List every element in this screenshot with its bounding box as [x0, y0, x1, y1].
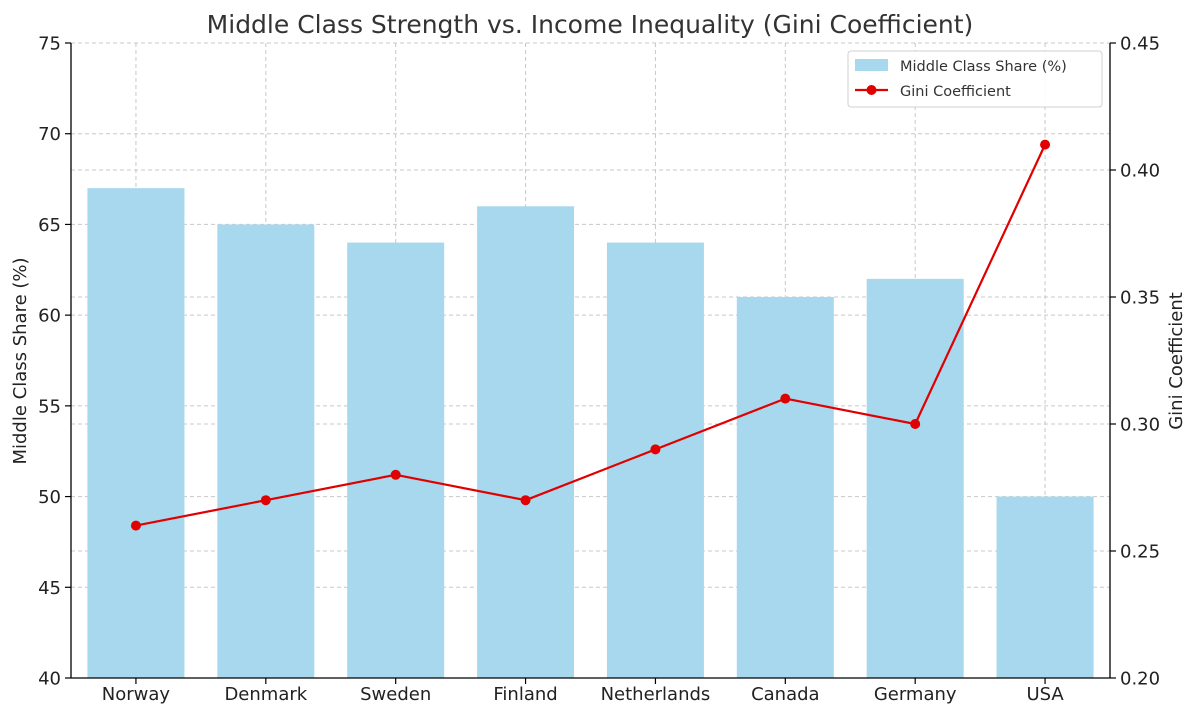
left-tick-label-70: 70: [38, 124, 61, 145]
chart-title: Middle Class Strength vs. Income Inequal…: [207, 10, 974, 39]
left-tick-label-60: 60: [38, 306, 61, 327]
gini-point-germany: [910, 419, 921, 429]
x-tick-label-germany: Germany: [874, 684, 957, 705]
x-tick-label-netherlands: Netherlands: [601, 684, 711, 705]
left-tick-label-65: 65: [38, 215, 61, 236]
bar-finland: [477, 206, 575, 679]
x-tick-label-finland: Finland: [493, 684, 557, 705]
x-tick-label-usa: USA: [1026, 684, 1064, 705]
gini-point-canada: [780, 393, 791, 404]
right-tick-label-0.30: 0.30: [1120, 415, 1160, 436]
right-tick-label-0.20: 0.20: [1120, 669, 1160, 690]
gini-point-denmark: [260, 495, 271, 506]
x-tick-label-canada: Canada: [751, 684, 820, 705]
gini-point-usa: [1040, 139, 1051, 150]
left-axis-label: Middle Class Share (%): [10, 257, 31, 464]
x-tick-label-sweden: Sweden: [360, 684, 431, 705]
bar-norway: [87, 188, 185, 678]
right-tick-label-0.45: 0.45: [1120, 34, 1160, 55]
line-layer: [130, 139, 1051, 531]
legend: Middle Class Share (%) Gini Coefficient: [847, 50, 1103, 108]
right-tick-label-0.25: 0.25: [1120, 542, 1160, 563]
bar-usa: [996, 496, 1094, 678]
x-tick-label-denmark: Denmark: [224, 684, 307, 705]
bar-layer: [87, 188, 1094, 679]
bar-sweden: [347, 242, 445, 679]
bar-denmark: [217, 224, 315, 678]
gini-point-finland: [520, 495, 531, 506]
gini-line: [135, 144, 1047, 527]
legend-box: [847, 50, 1103, 108]
axis-layer: 40 45 50 55 60 65 70 75 0.20 0.25 0.30 0.35 0.40 0.45…: [38, 34, 1160, 706]
legend-line-marker: [866, 85, 877, 95]
right-tick-label-0.35: 0.35: [1120, 288, 1160, 309]
left-tick-label-50: 50: [38, 487, 61, 508]
left-tick-label-55: 55: [38, 396, 61, 417]
gini-point-sweden: [390, 469, 401, 480]
bar-canada: [736, 297, 834, 678]
gini-point-netherlands: [650, 444, 661, 455]
right-tick-label-0.40: 0.40: [1120, 161, 1160, 182]
left-tick-label-45: 45: [38, 578, 61, 599]
gini-point-norway: [130, 520, 141, 531]
legend-line-label: Gini Coefficient: [900, 84, 1011, 100]
left-tick-label-40: 40: [38, 669, 61, 690]
bar-germany: [866, 278, 964, 678]
legend-bar-swatch: [855, 59, 888, 71]
legend-bar-label: Middle Class Share (%): [900, 59, 1067, 75]
right-axis-label: Gini Coefficient: [1166, 292, 1187, 430]
left-tick-label-75: 75: [38, 34, 61, 55]
bar-netherlands: [606, 242, 704, 679]
x-tick-label-norway: Norway: [102, 684, 171, 705]
